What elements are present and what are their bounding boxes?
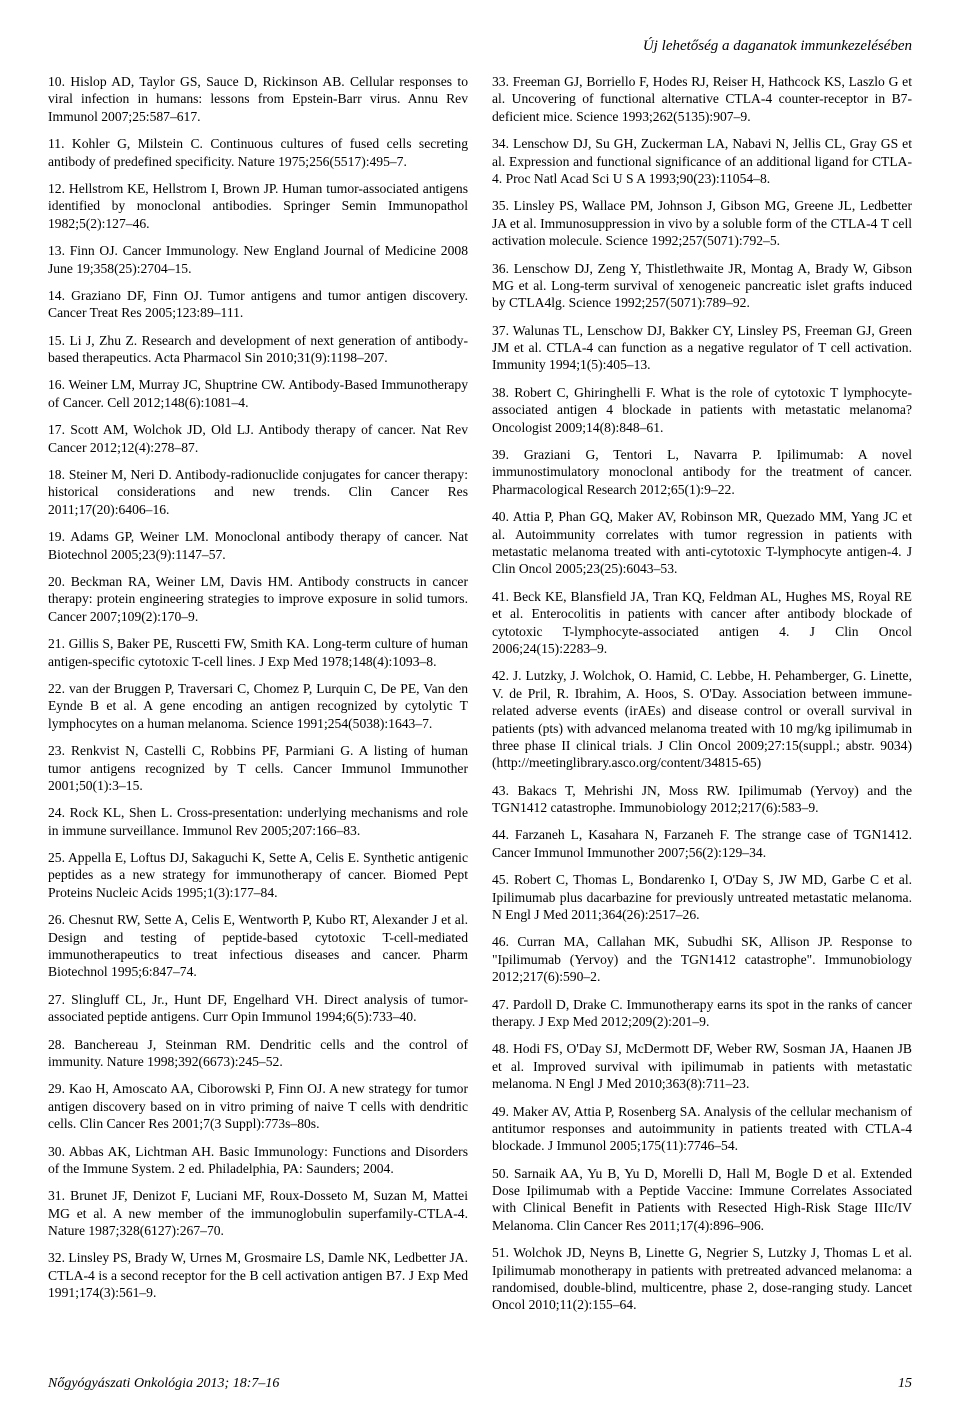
- page-footer: Nőgyógyászati Onkológia 2013; 18:7–16 15: [48, 1376, 912, 1392]
- reference-item: 50. Sarnaik AA, Yu B, Yu D, Morelli D, H…: [492, 1165, 912, 1235]
- reference-item: 27. Slingluff CL, Jr., Hunt DF, Engelhar…: [48, 991, 468, 1026]
- reference-item: 17. Scott AM, Wolchok JD, Old LJ. Antibo…: [48, 421, 468, 456]
- reference-item: 30. Abbas AK, Lichtman AH. Basic Immunol…: [48, 1143, 468, 1178]
- reference-item: 51. Wolchok JD, Neyns B, Linette G, Negr…: [492, 1244, 912, 1314]
- reference-item: 12. Hellstrom KE, Hellstrom I, Brown JP.…: [48, 180, 468, 232]
- reference-item: 19. Adams GP, Weiner LM. Monoclonal anti…: [48, 528, 468, 563]
- reference-item: 34. Lenschow DJ, Su GH, Zuckerman LA, Na…: [492, 135, 912, 187]
- reference-item: 21. Gillis S, Baker PE, Ruscetti FW, Smi…: [48, 635, 468, 670]
- reference-item: 15. Li J, Zhu Z. Research and developmen…: [48, 332, 468, 367]
- reference-item: 25. Appella E, Loftus DJ, Sakaguchi K, S…: [48, 849, 468, 901]
- reference-item: 36. Lenschow DJ, Zeng Y, Thistlethwaite …: [492, 260, 912, 312]
- page-number: 15: [898, 1376, 912, 1392]
- reference-item: 48. Hodi FS, O'Day SJ, McDermott DF, Web…: [492, 1040, 912, 1092]
- reference-item: 10. Hislop AD, Taylor GS, Sauce D, Ricki…: [48, 73, 468, 125]
- reference-item: 22. van der Bruggen P, Traversari C, Cho…: [48, 680, 468, 732]
- right-column: 33. Freeman GJ, Borriello F, Hodes RJ, R…: [492, 73, 912, 1324]
- reference-item: 29. Kao H, Amoscato AA, Ciborowski P, Fi…: [48, 1080, 468, 1132]
- reference-item: 13. Finn OJ. Cancer Immunology. New Engl…: [48, 242, 468, 277]
- reference-item: 41. Beck KE, Blansfield JA, Tran KQ, Fel…: [492, 588, 912, 658]
- reference-item: 35. Linsley PS, Wallace PM, Johnson J, G…: [492, 197, 912, 249]
- reference-columns: 10. Hislop AD, Taylor GS, Sauce D, Ricki…: [48, 73, 912, 1324]
- reference-item: 40. Attia P, Phan GQ, Maker AV, Robinson…: [492, 508, 912, 578]
- reference-item: 44. Farzaneh L, Kasahara N, Farzaneh F. …: [492, 826, 912, 861]
- reference-item: 38. Robert C, Ghiringhelli F. What is th…: [492, 384, 912, 436]
- reference-item: 11. Kohler G, Milstein C. Continuous cul…: [48, 135, 468, 170]
- reference-item: 47. Pardoll D, Drake C. Immunotherapy ea…: [492, 996, 912, 1031]
- reference-item: 18. Steiner M, Neri D. Antibody-radionuc…: [48, 466, 468, 518]
- reference-item: 20. Beckman RA, Weiner LM, Davis HM. Ant…: [48, 573, 468, 625]
- running-head: Új lehetőség a daganatok immunkezelésébe…: [48, 38, 912, 55]
- reference-item: 37. Walunas TL, Lenschow DJ, Bakker CY, …: [492, 322, 912, 374]
- reference-item: 32. Linsley PS, Brady W, Urnes M, Grosma…: [48, 1249, 468, 1301]
- reference-item: 14. Graziano DF, Finn OJ. Tumor antigens…: [48, 287, 468, 322]
- reference-item: 33. Freeman GJ, Borriello F, Hodes RJ, R…: [492, 73, 912, 125]
- reference-item: 46. Curran MA, Callahan MK, Subudhi SK, …: [492, 933, 912, 985]
- reference-item: 16. Weiner LM, Murray JC, Shuptrine CW. …: [48, 376, 468, 411]
- reference-item: 39. Graziani G, Tentori L, Navarra P. Ip…: [492, 446, 912, 498]
- reference-item: 26. Chesnut RW, Sette A, Celis E, Wentwo…: [48, 911, 468, 981]
- left-column: 10. Hislop AD, Taylor GS, Sauce D, Ricki…: [48, 73, 468, 1324]
- reference-item: 45. Robert C, Thomas L, Bondarenko I, O'…: [492, 871, 912, 923]
- journal-citation: Nőgyógyászati Onkológia 2013; 18:7–16: [48, 1376, 279, 1392]
- reference-item: 24. Rock KL, Shen L. Cross-presentation:…: [48, 804, 468, 839]
- reference-item: 31. Brunet JF, Denizot F, Luciani MF, Ro…: [48, 1187, 468, 1239]
- reference-item: 42. J. Lutzky, J. Wolchok, O. Hamid, C. …: [492, 667, 912, 771]
- reference-item: 43. Bakacs T, Mehrishi JN, Moss RW. Ipil…: [492, 782, 912, 817]
- reference-item: 28. Banchereau J, Steinman RM. Dendritic…: [48, 1036, 468, 1071]
- reference-item: 23. Renkvist N, Castelli C, Robbins PF, …: [48, 742, 468, 794]
- reference-item: 49. Maker AV, Attia P, Rosenberg SA. Ana…: [492, 1103, 912, 1155]
